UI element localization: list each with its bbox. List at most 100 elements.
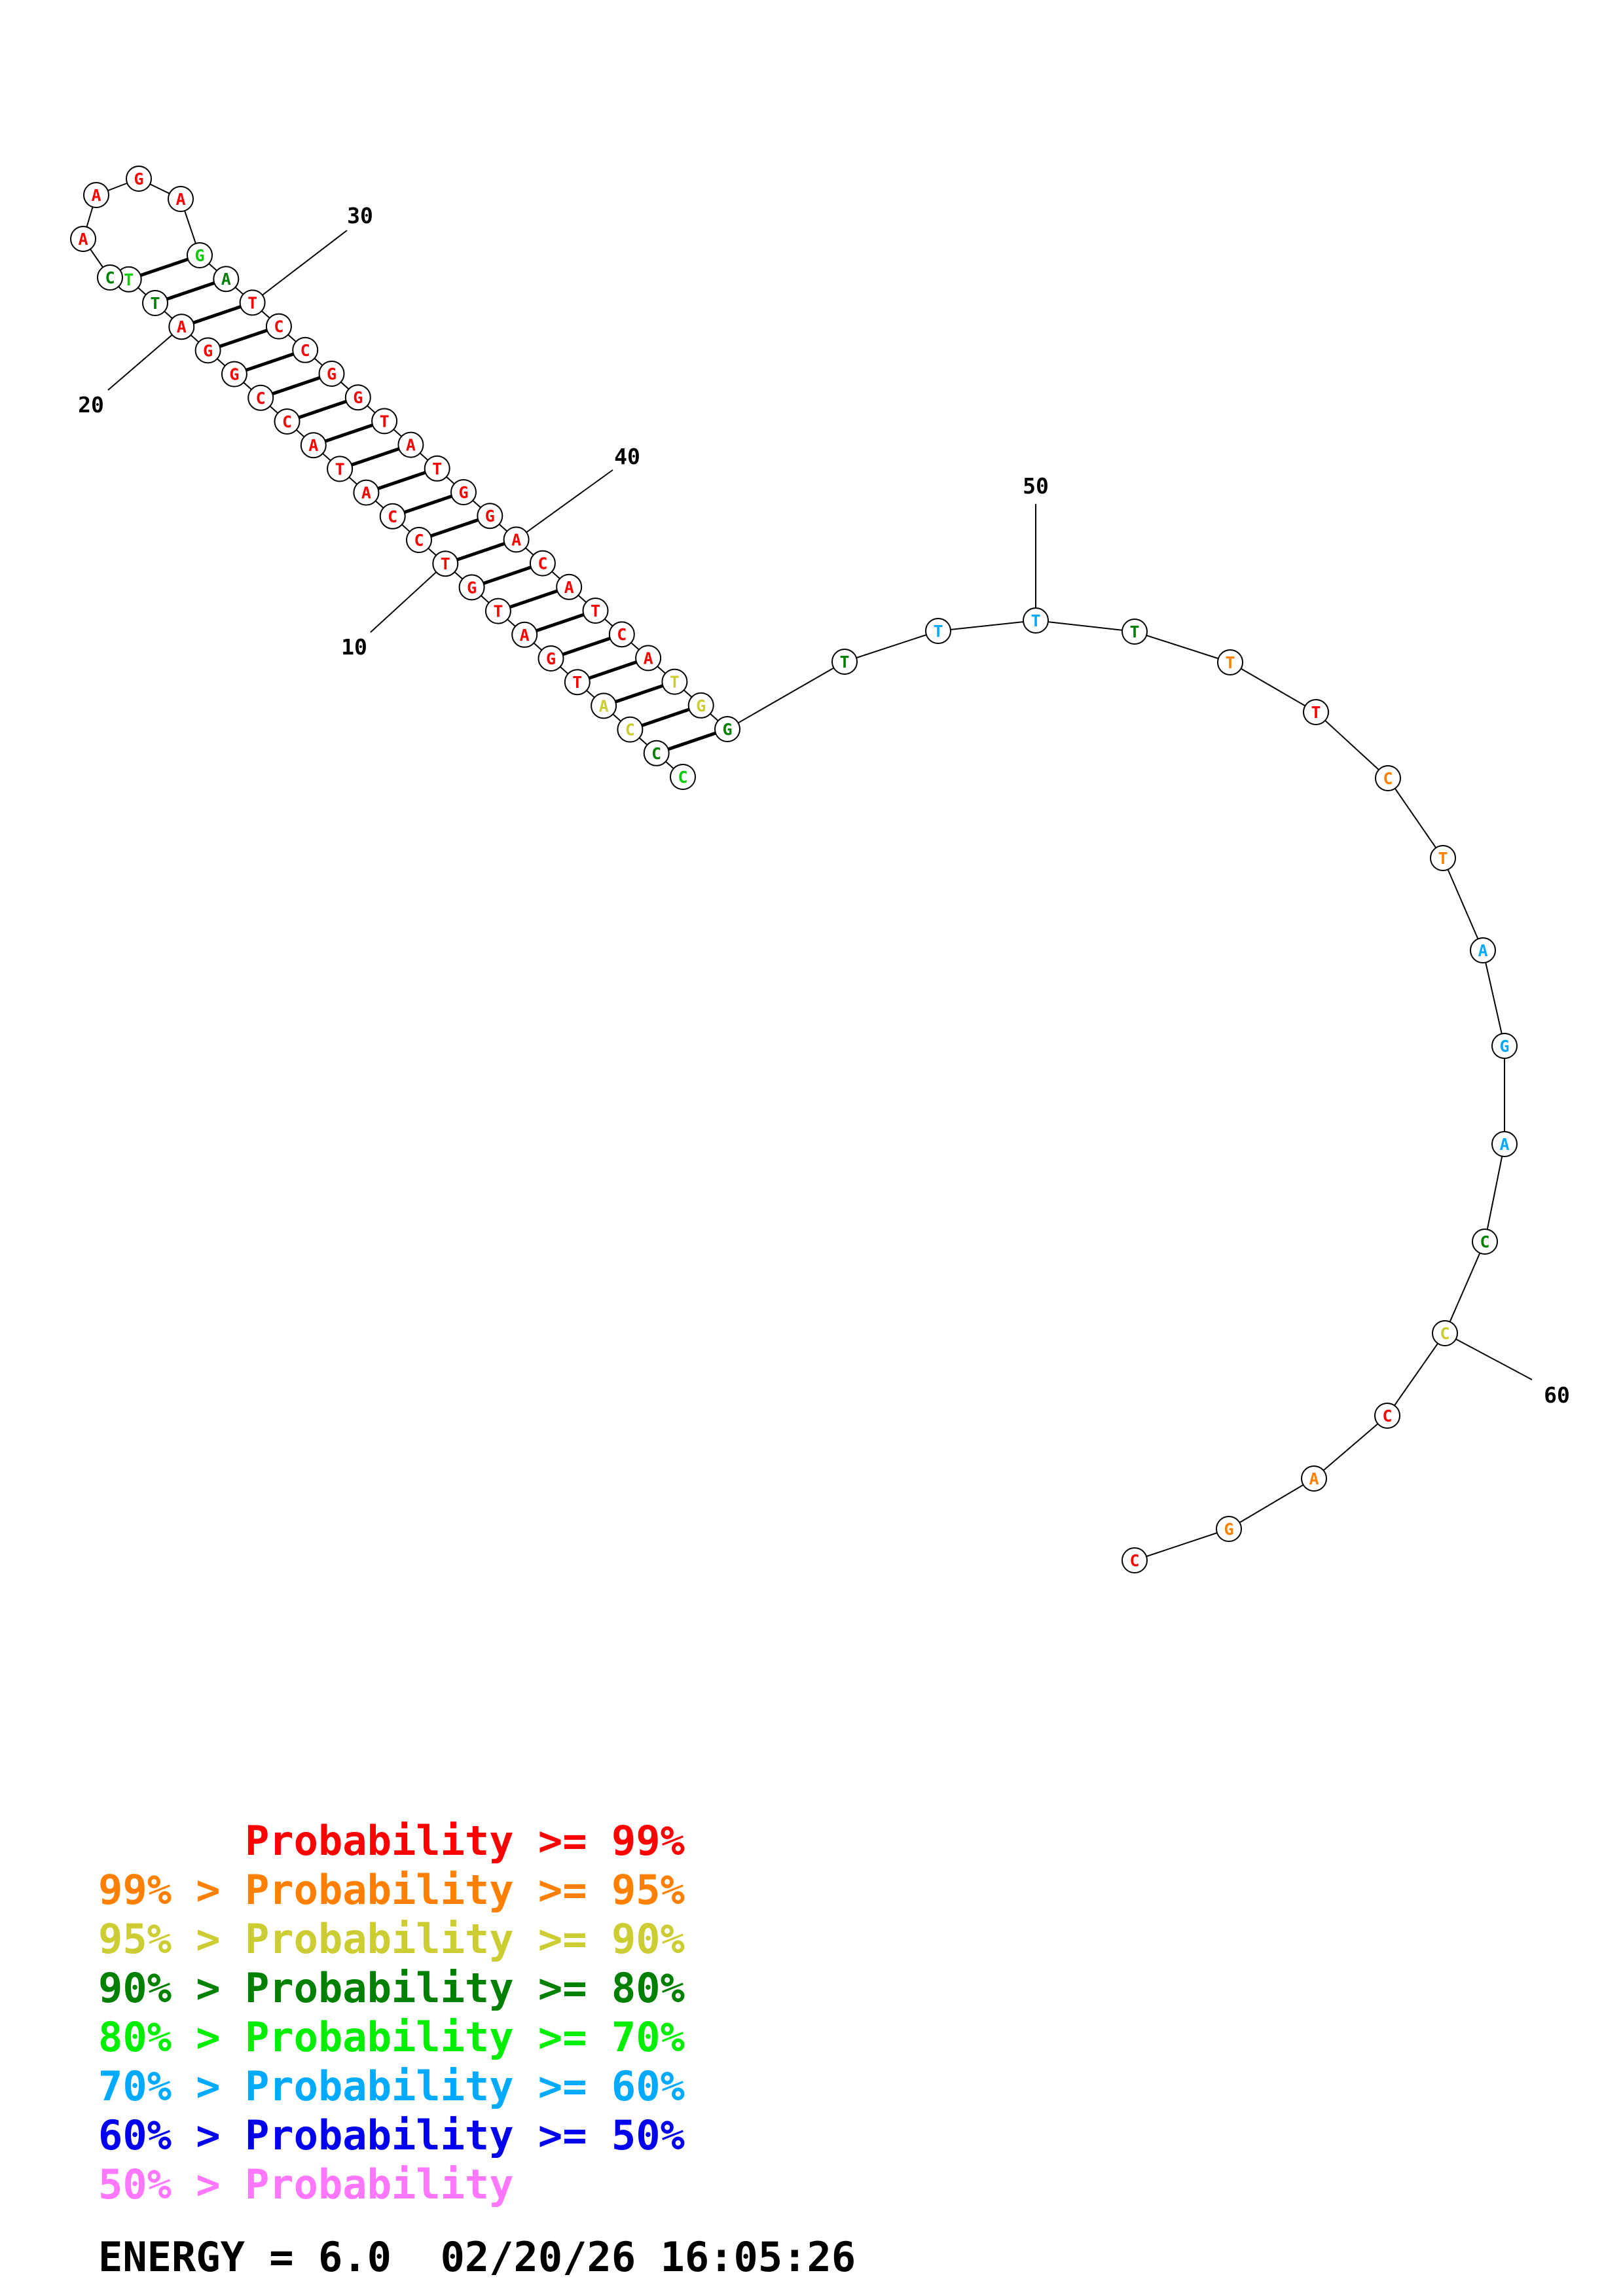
nucleotide-circle — [1374, 1403, 1400, 1429]
nucleotide-59: A — [1491, 1131, 1518, 1157]
nucleotide-32: C — [292, 336, 319, 363]
nucleotide-29: A — [213, 266, 240, 293]
nucleotide-circle — [643, 740, 670, 766]
nucleotide-circle — [591, 692, 617, 719]
nucleotide-47: G — [687, 692, 714, 719]
energy-footer: ENERGY = 6.0 02/20/26 16:05:26 — [98, 2233, 856, 2281]
nucleotide-52: T — [1122, 619, 1148, 645]
nucleotide-circle — [925, 618, 951, 644]
nucleotide-circle — [484, 598, 511, 624]
nucleotide-circle — [450, 479, 477, 505]
nucleotide-base: A — [564, 578, 574, 597]
nucleotide-41: C — [529, 550, 556, 577]
nucleotide-circle — [1303, 699, 1329, 725]
nucleotide-base: A — [644, 649, 653, 668]
nucleotide-9: G — [458, 574, 485, 601]
nucleotide-64: G — [1216, 1516, 1242, 1542]
nucleotide-base: A — [91, 186, 101, 205]
nucleotide-16: C — [274, 408, 301, 435]
nucleotide-25: A — [83, 182, 109, 208]
backbone-link — [844, 630, 939, 662]
nucleotide-22: T — [115, 266, 142, 293]
nucleotide-circle — [1375, 765, 1401, 791]
nucleotide-circle — [1122, 1547, 1148, 1573]
nucleotide-circle — [406, 527, 432, 553]
legend-row: 60% > Probability >= 50% — [98, 2111, 685, 2160]
legend-prefix: 90% > — [98, 1964, 245, 2012]
nucleotide-base: T — [591, 601, 600, 620]
nucleotide-base: A — [1499, 1135, 1509, 1154]
nucleotide-circle — [239, 289, 266, 316]
nucleotide-base: C — [414, 531, 424, 550]
nucleotide-38: G — [450, 479, 477, 505]
legend-label: Probability >= 90% — [244, 1915, 685, 1963]
nucleotide-base: A — [177, 317, 187, 336]
nucleotide-circle — [424, 455, 450, 482]
nucleotide-circle — [617, 716, 644, 743]
base-pair-bonds — [128, 253, 728, 755]
nucleotide-base: A — [361, 484, 371, 503]
nucleotide-circle — [831, 649, 858, 675]
backbone-link — [1387, 778, 1444, 859]
legend-row: Probability >= 99% — [98, 1816, 685, 1865]
backbone-link — [1230, 662, 1317, 713]
nucleotide-40: A — [503, 526, 530, 553]
nucleotide-45: A — [635, 645, 662, 672]
nucleotide-14: T — [327, 456, 354, 482]
nucleotide-circle — [221, 361, 247, 387]
nucleotide-circle — [1122, 619, 1148, 645]
nucleotide-base: G — [327, 365, 337, 384]
nucleotide-circle — [582, 598, 609, 624]
nucleotide-circle — [300, 432, 327, 459]
nucleotide-circle — [371, 408, 398, 435]
nucleotide-27: A — [168, 186, 194, 212]
nucleotide-base: C — [256, 389, 266, 408]
nucleotide-57: A — [1470, 937, 1496, 963]
nucleotide-21: T — [142, 290, 168, 316]
nucleotide-13: A — [353, 479, 380, 506]
nucleotide-43: T — [582, 598, 609, 624]
nucleotide-base: T — [493, 602, 503, 621]
backbone-link — [727, 661, 845, 730]
backbone-link — [1134, 631, 1231, 663]
nucleotide-circle — [687, 692, 714, 719]
nucleotide-base: C — [1129, 1551, 1139, 1570]
nucleotide-circle — [318, 361, 345, 387]
nucleotide-base: A — [511, 530, 521, 549]
nucleotide-base: G — [1499, 1037, 1509, 1056]
nucleotide-circle — [1301, 1465, 1327, 1492]
nucleotide-5: T — [564, 669, 591, 696]
nucleotide-65: C — [1122, 1547, 1148, 1573]
nucleotide-base: T — [335, 459, 345, 478]
nucleotide-6: G — [538, 645, 564, 672]
nucleotide-base: G — [467, 578, 477, 597]
legend-row: 80% > Probability >= 70% — [98, 2013, 685, 2062]
legend-row: 99% > Probability >= 95% — [98, 1865, 685, 1914]
nucleotide-49: T — [831, 649, 858, 675]
nucleotide-circle — [503, 526, 530, 553]
nucleotide-base: C — [1440, 1324, 1450, 1343]
nucleotide-base: A — [175, 190, 185, 209]
nucleotide-62: C — [1374, 1403, 1400, 1429]
nucleotide-base: G — [1224, 1520, 1233, 1539]
nucleotide-2: C — [643, 740, 670, 766]
nucleotide-base: A — [520, 626, 530, 645]
nucleotide-base: C — [625, 721, 635, 740]
nucleotide-base: G — [722, 720, 732, 739]
backbone-link — [1484, 1143, 1505, 1242]
nucleotide-base: T — [572, 673, 582, 692]
nucleotide-base: G — [546, 649, 556, 668]
nucleotide-base: T — [1438, 849, 1448, 868]
position-tick — [1444, 1333, 1533, 1380]
position-label: 20 — [78, 392, 104, 418]
nucleotide-36: A — [397, 431, 424, 458]
nucleotide-53: T — [1217, 649, 1243, 675]
nucleotide-base: T — [1225, 653, 1235, 672]
backbone-link — [1315, 711, 1389, 779]
legend-prefix: 70% > — [98, 2062, 245, 2110]
nucleotide-circle — [432, 550, 459, 577]
legend-prefix: 99% > — [98, 1866, 245, 1914]
legend-prefix: 50% > — [98, 2161, 245, 2208]
probability-legend: Probability >= 99% 99% > Probability >= 9… — [98, 1816, 685, 2209]
